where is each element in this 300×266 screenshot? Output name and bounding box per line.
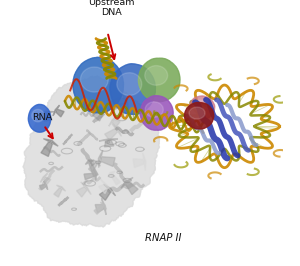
- Polygon shape: [108, 171, 120, 185]
- Polygon shape: [99, 184, 116, 200]
- Polygon shape: [80, 67, 108, 92]
- Polygon shape: [145, 66, 168, 85]
- Polygon shape: [117, 73, 142, 95]
- Polygon shape: [109, 115, 120, 127]
- Polygon shape: [23, 76, 160, 227]
- Polygon shape: [28, 104, 51, 132]
- Polygon shape: [105, 124, 122, 140]
- Polygon shape: [110, 64, 155, 114]
- Polygon shape: [73, 57, 124, 113]
- Polygon shape: [145, 102, 163, 117]
- Polygon shape: [41, 139, 58, 156]
- Polygon shape: [189, 107, 205, 119]
- Polygon shape: [40, 181, 48, 190]
- Polygon shape: [110, 92, 128, 110]
- Polygon shape: [54, 185, 66, 197]
- Polygon shape: [138, 58, 180, 102]
- Polygon shape: [32, 109, 44, 122]
- Polygon shape: [40, 111, 55, 121]
- Polygon shape: [53, 105, 64, 117]
- Polygon shape: [94, 202, 106, 214]
- Polygon shape: [193, 100, 207, 111]
- Polygon shape: [76, 182, 91, 197]
- Text: Upstream
DNA: Upstream DNA: [88, 0, 135, 17]
- Polygon shape: [84, 169, 96, 180]
- Polygon shape: [189, 96, 215, 119]
- Polygon shape: [99, 139, 118, 147]
- Polygon shape: [133, 153, 146, 171]
- Polygon shape: [85, 160, 98, 177]
- Polygon shape: [140, 96, 173, 130]
- Polygon shape: [184, 102, 214, 129]
- Polygon shape: [88, 160, 101, 172]
- Polygon shape: [99, 179, 113, 194]
- Polygon shape: [95, 198, 106, 215]
- Text: RNA: RNA: [32, 113, 52, 122]
- Text: RNAP II: RNAP II: [145, 233, 182, 243]
- Polygon shape: [40, 173, 51, 184]
- Polygon shape: [121, 177, 138, 194]
- Polygon shape: [98, 150, 115, 168]
- Polygon shape: [93, 105, 110, 121]
